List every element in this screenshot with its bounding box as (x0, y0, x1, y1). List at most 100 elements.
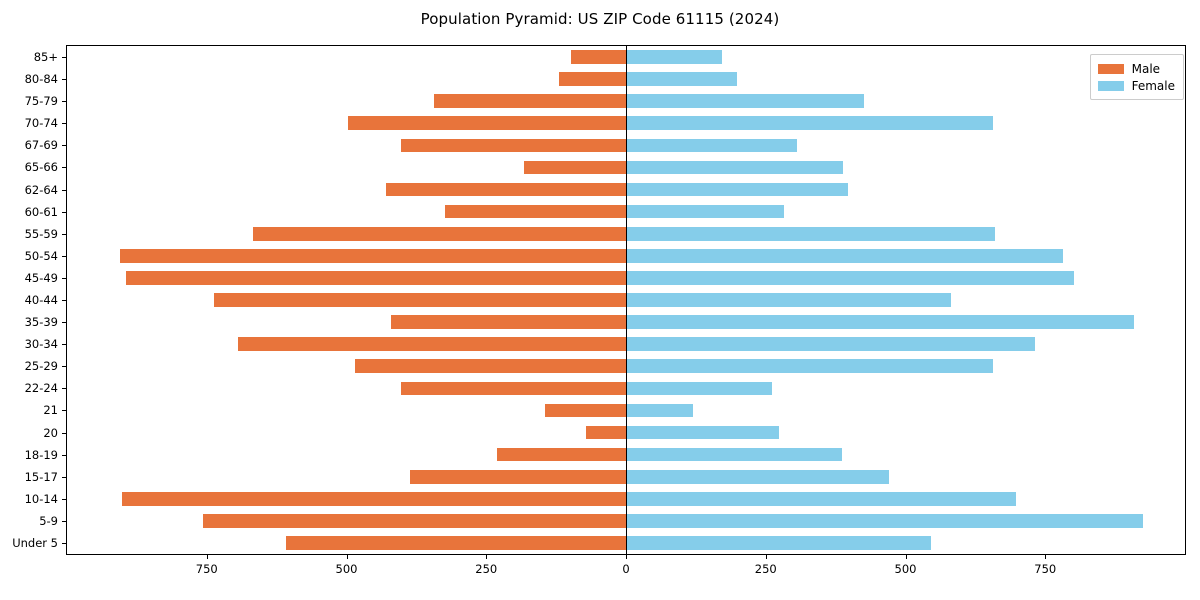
bar-male (524, 160, 626, 175)
bar-row (67, 425, 1185, 440)
y-axis-tick-mark (62, 542, 66, 544)
y-axis-tick-label: 22-24 (24, 381, 58, 396)
bar-female (626, 447, 842, 462)
y-axis-tick-label: Under 5 (12, 535, 58, 550)
bar-female (626, 381, 773, 396)
y-axis-tick-label: 65-66 (24, 160, 58, 175)
bar-female (626, 491, 1016, 506)
y-axis-tick-mark (62, 255, 66, 257)
bar-female (626, 293, 951, 307)
bar-female (626, 248, 1063, 263)
x-axis-tick-label: 250 (475, 562, 498, 576)
x-axis-tick-label: 500 (335, 562, 358, 576)
bar-female (626, 204, 785, 219)
x-axis-tick-mark (765, 555, 767, 559)
bar-female (626, 94, 865, 109)
bar-female (626, 403, 693, 418)
plot-area (67, 46, 1185, 554)
bar-row (67, 94, 1185, 109)
bar-row (67, 116, 1185, 131)
x-axis-tick-label: 500 (894, 562, 917, 576)
y-axis-tick-label: 60-61 (24, 204, 58, 219)
y-axis-tick-label: 18-19 (24, 447, 58, 462)
bar-row (67, 226, 1185, 241)
y-axis-tick-mark (62, 79, 66, 81)
bar-male (544, 403, 626, 418)
bar-male (354, 359, 626, 374)
bar-female (626, 226, 995, 241)
y-axis-tick-label: 5-9 (39, 513, 58, 528)
bar-female (626, 514, 1144, 528)
bar-row (67, 248, 1185, 263)
bar-female (626, 315, 1134, 329)
bar-row (67, 271, 1185, 285)
bar-male (203, 514, 626, 528)
y-axis-tick-mark (62, 366, 66, 368)
y-axis-tick-mark (62, 145, 66, 147)
chart-title: Population Pyramid: US ZIP Code 61115 (2… (420, 10, 780, 28)
y-axis-tick-label: 50-54 (24, 248, 58, 263)
bar-row (67, 293, 1185, 307)
y-axis-tick-mark (62, 388, 66, 390)
y-axis-tick-mark (62, 454, 66, 456)
y-axis-tick-mark (62, 432, 66, 434)
bar-male (401, 381, 626, 396)
bar-row (67, 469, 1185, 484)
x-axis-tick-mark (905, 555, 907, 559)
y-axis-tick-mark (62, 300, 66, 301)
bar-male (570, 50, 626, 64)
bar-female (626, 271, 1075, 285)
bar-male (385, 182, 626, 197)
legend-item: Male (1097, 60, 1175, 77)
x-axis-tick-mark (626, 555, 627, 559)
y-axis-tick-mark (62, 57, 66, 59)
bar-female (626, 72, 737, 86)
bar-row (67, 204, 1185, 219)
y-axis-tick-label: 21 (43, 403, 58, 418)
y-axis-tick-label: 75-79 (24, 94, 58, 109)
bar-row (67, 182, 1185, 197)
bar-row (67, 491, 1185, 506)
bar-male (253, 226, 626, 241)
bar-female (626, 536, 931, 550)
bar-male (238, 337, 626, 351)
y-axis-tick-mark (62, 476, 66, 478)
bar-female (626, 359, 993, 374)
x-axis-tick-label: 750 (195, 562, 218, 576)
y-axis-tick-mark (62, 322, 66, 324)
bar-male (214, 293, 626, 307)
legend-swatch-male (1097, 63, 1124, 74)
bar-male (122, 491, 626, 506)
y-axis-tick-label: 85+ (33, 50, 58, 65)
bar-male (410, 469, 626, 484)
bar-male (434, 94, 626, 109)
y-axis-tick-label: 45-49 (24, 270, 58, 285)
bar-female (626, 469, 890, 484)
bar-row (67, 337, 1185, 351)
x-axis-tick-mark (486, 555, 488, 559)
y-axis-tick-mark (62, 233, 66, 235)
bar-male (497, 447, 626, 462)
y-axis-tick-mark (62, 410, 66, 412)
bar-row (67, 72, 1185, 86)
y-axis-tick-label: 25-29 (24, 359, 58, 374)
y-axis-tick-label: 10-14 (24, 491, 58, 506)
x-axis-tick-label: 750 (1034, 562, 1057, 576)
bar-female (626, 425, 780, 440)
y-axis-tick-mark (62, 344, 66, 346)
bar-male (401, 138, 626, 153)
legend-label: Male (1131, 61, 1161, 76)
y-axis-tick-mark (62, 277, 66, 279)
bar-male (285, 536, 626, 550)
bar-male (119, 248, 626, 263)
bar-female (626, 138, 798, 153)
y-axis-tick-mark (62, 101, 66, 103)
y-axis-tick-label: 30-34 (24, 337, 58, 352)
bar-male (125, 271, 626, 285)
bar-row (67, 514, 1185, 528)
bar-male (348, 116, 626, 131)
plot-frame (66, 45, 1186, 555)
bar-row (67, 160, 1185, 175)
bar-row (67, 403, 1185, 418)
bar-male (444, 204, 626, 219)
